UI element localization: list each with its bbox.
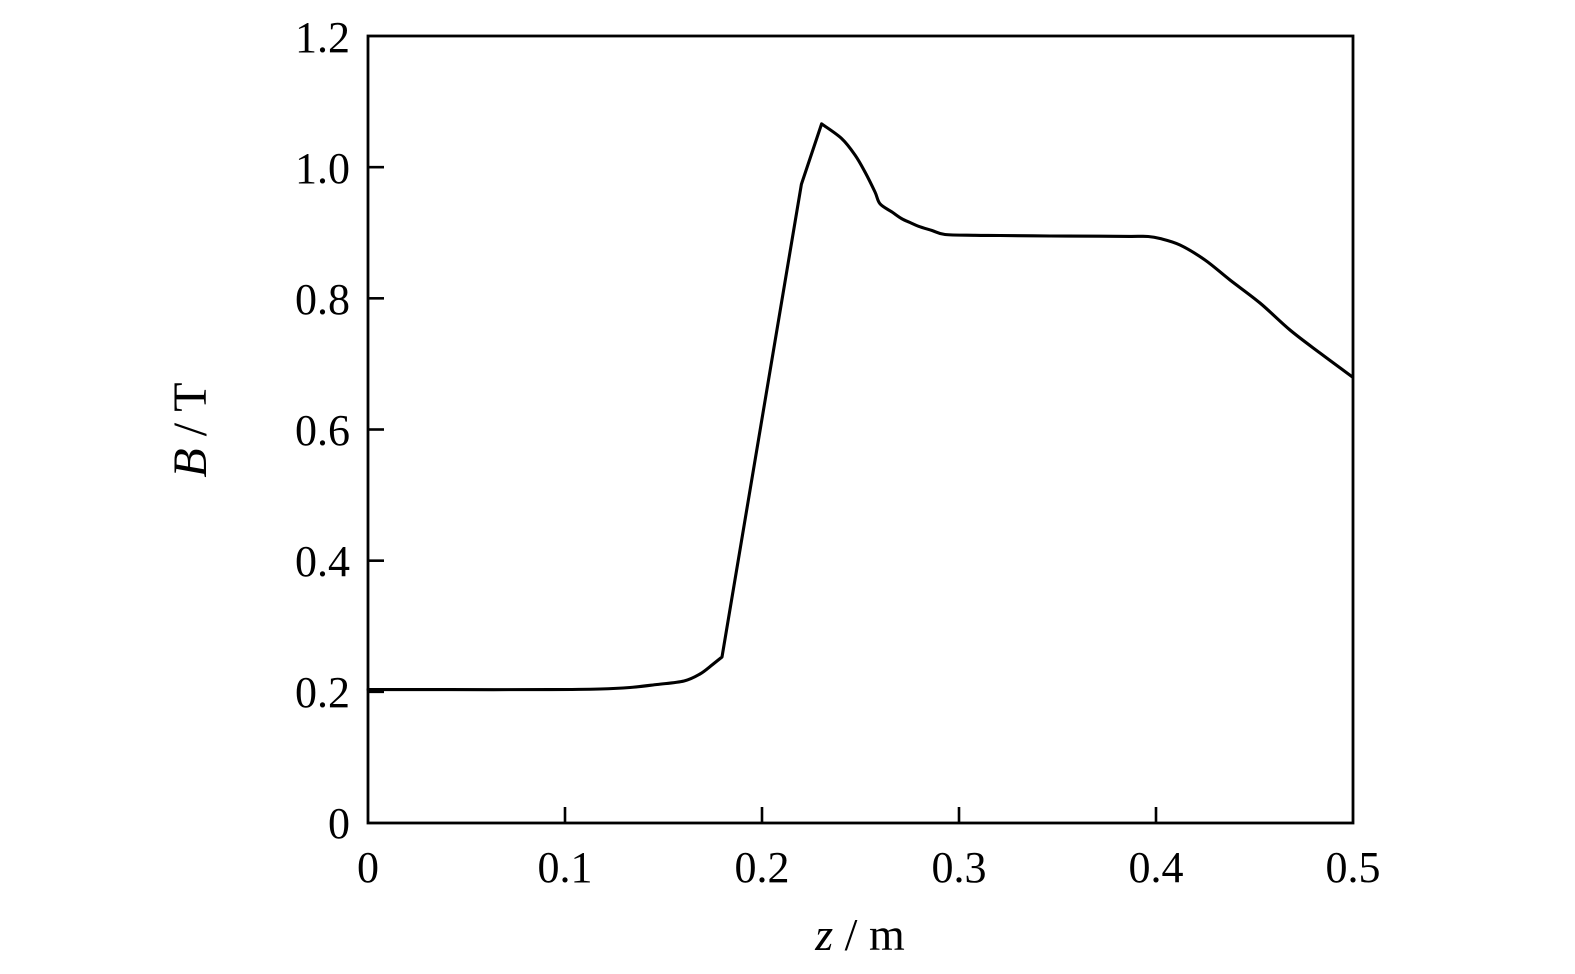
svg-text:0: 0 bbox=[357, 843, 379, 892]
svg-text:1.2: 1.2 bbox=[295, 13, 350, 62]
svg-text:0.1: 0.1 bbox=[538, 843, 593, 892]
svg-text:1.0: 1.0 bbox=[295, 144, 350, 193]
svg-text:0.2: 0.2 bbox=[295, 668, 350, 717]
svg-text:0.6: 0.6 bbox=[295, 406, 350, 455]
svg-text:z / m: z / m bbox=[814, 909, 905, 960]
svg-text:0.5: 0.5 bbox=[1326, 843, 1381, 892]
svg-text:B / T: B / T bbox=[164, 382, 217, 477]
svg-text:0.8: 0.8 bbox=[295, 275, 350, 324]
svg-text:0.2: 0.2 bbox=[735, 843, 790, 892]
svg-text:0.4: 0.4 bbox=[295, 537, 350, 586]
svg-text:0.3: 0.3 bbox=[932, 843, 987, 892]
svg-text:0.4: 0.4 bbox=[1129, 843, 1184, 892]
svg-text:0: 0 bbox=[328, 799, 350, 848]
